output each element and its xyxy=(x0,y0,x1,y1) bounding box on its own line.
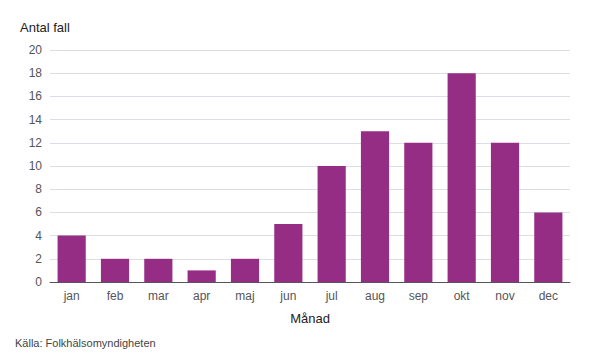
svg-text:Källa: Folkhälsomyndigheten: Källa: Folkhälsomyndigheten xyxy=(15,337,156,349)
svg-text:Månad: Månad xyxy=(290,311,330,326)
svg-text:12: 12 xyxy=(29,136,43,150)
svg-text:4: 4 xyxy=(35,229,42,243)
svg-text:6: 6 xyxy=(35,205,42,219)
svg-text:Antal fall: Antal fall xyxy=(20,20,70,35)
svg-text:maj: maj xyxy=(235,289,254,303)
svg-text:mar: mar xyxy=(148,289,169,303)
svg-text:nov: nov xyxy=(495,289,514,303)
svg-text:jul: jul xyxy=(325,289,338,303)
svg-text:feb: feb xyxy=(107,289,124,303)
svg-text:10: 10 xyxy=(29,159,43,173)
svg-text:0: 0 xyxy=(35,275,42,289)
svg-text:20: 20 xyxy=(29,43,43,57)
svg-text:aug: aug xyxy=(365,289,385,303)
svg-text:14: 14 xyxy=(29,113,43,127)
svg-text:sep: sep xyxy=(409,289,429,303)
svg-text:okt: okt xyxy=(454,289,471,303)
svg-text:2: 2 xyxy=(35,252,42,266)
svg-text:8: 8 xyxy=(35,182,42,196)
svg-text:18: 18 xyxy=(29,66,43,80)
svg-text:jan: jan xyxy=(63,289,80,303)
svg-text:apr: apr xyxy=(193,289,210,303)
svg-text:dec: dec xyxy=(539,289,558,303)
svg-text:16: 16 xyxy=(29,89,43,103)
svg-text:jun: jun xyxy=(279,289,296,303)
